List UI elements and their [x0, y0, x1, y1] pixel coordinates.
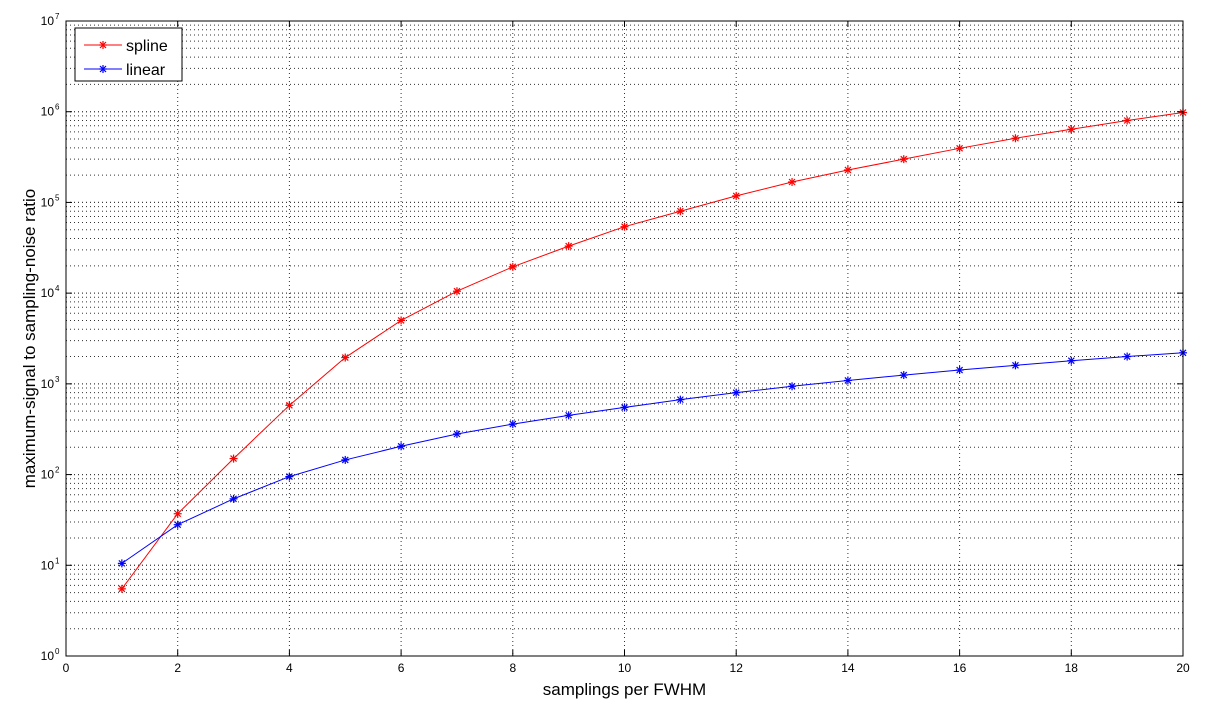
y-tick-label-exponent: 1: [55, 556, 60, 565]
data-point-spline: [508, 262, 517, 271]
y-tick-label: 10 1: [41, 556, 60, 572]
data-point-linear: [899, 371, 908, 380]
data-point-linear: [732, 388, 741, 397]
legend-label: spline: [126, 38, 168, 55]
y-tick-label-exponent: 4: [55, 284, 60, 293]
x-tick-label: 4: [286, 661, 293, 675]
y-tick-label-exponent: 0: [55, 647, 60, 656]
data-point-linear: [229, 494, 238, 503]
data-point-linear: [955, 366, 964, 375]
data-point-spline: [1067, 125, 1076, 134]
y-tick-label: 10 5: [41, 193, 60, 209]
x-tick-label: 14: [841, 661, 855, 675]
y-tick-label-exponent: 5: [55, 193, 60, 202]
data-point-linear: [788, 382, 797, 391]
data-point-linear: [564, 411, 573, 420]
data-point-spline: [1011, 134, 1020, 143]
data-point-spline: [229, 454, 238, 463]
data-point-spline: [117, 584, 126, 593]
plot-area: [66, 21, 1183, 656]
x-tick-label: 2: [174, 661, 181, 675]
legend-label: linear: [126, 62, 166, 79]
legend-item-linear: linear: [84, 62, 166, 79]
y-tick-label: 10 4: [41, 284, 60, 300]
legend: spline linear: [74, 27, 183, 82]
data-point-linear: [1123, 352, 1132, 361]
data-point-linear: [1067, 356, 1076, 365]
y-tick-label-base: 10: [41, 195, 55, 209]
x-tick-label: 8: [509, 661, 516, 675]
data-point-linear: [508, 420, 517, 429]
data-point-linear: [341, 455, 350, 464]
x-tick-label: 20: [1176, 661, 1190, 675]
y-tick-label-base: 10: [41, 649, 55, 663]
x-tick-labels: 0 2 4 6 8 10 12 14 16 18 20: [63, 661, 1190, 675]
data-point-linear: [843, 376, 852, 385]
data-point-spline: [732, 191, 741, 200]
x-tick-label: 6: [398, 661, 405, 675]
data-point-linear: [1011, 361, 1020, 370]
data-point-spline: [341, 353, 350, 362]
x-axis-label: samplings per FWHM: [543, 680, 706, 699]
y-tick-label-exponent: 2: [55, 466, 60, 475]
ticks: [65, 20, 1184, 657]
y-tick-label: 10 6: [41, 103, 60, 119]
y-tick-label-exponent: 7: [55, 12, 60, 21]
data-point-linear: [285, 472, 294, 481]
data-point-spline: [899, 155, 908, 164]
series-line-linear: [121, 352, 1184, 564]
x-tick-label: 0: [63, 661, 70, 675]
y-tick-label: 10 7: [41, 12, 60, 28]
series-linear: [117, 348, 1187, 568]
x-tick-label: 16: [953, 661, 967, 675]
data-point-linear: [397, 442, 406, 451]
data-point-spline: [955, 144, 964, 153]
y-tick-label: 10 0: [41, 647, 60, 663]
y-tick-label-base: 10: [41, 468, 55, 482]
y-tick-label-base: 10: [41, 105, 55, 119]
data-point-spline: [564, 242, 573, 251]
data-point-spline: [788, 177, 797, 186]
data-point-linear: [117, 559, 126, 568]
y-tick-label-exponent: 6: [55, 103, 60, 112]
data-point-spline: [285, 401, 294, 410]
y-axis-label: maximum-signal to sampling-noise ratio: [20, 189, 39, 489]
data-point-spline: [173, 509, 182, 518]
data-point-spline: [452, 287, 461, 296]
y-tick-label-base: 10: [41, 377, 55, 391]
data-point-spline: [620, 222, 629, 231]
x-tick-label: 18: [1065, 661, 1079, 675]
data-point-linear: [173, 520, 182, 529]
data-point-spline: [843, 165, 852, 174]
y-tick-label-base: 10: [41, 558, 55, 572]
legend-item-spline: spline: [84, 38, 168, 55]
data-point-linear: [676, 395, 685, 404]
y-tick-label: 10 3: [41, 375, 60, 391]
series-layer: [117, 108, 1187, 593]
x-tick-label: 12: [730, 661, 744, 675]
y-tick-label-base: 10: [41, 286, 55, 300]
data-point-linear: [452, 430, 461, 439]
legend-box: [74, 27, 183, 82]
data-point-linear: [620, 403, 629, 412]
legend-marker: [99, 41, 107, 49]
x-tick-label: 10: [618, 661, 632, 675]
data-point-spline: [1123, 116, 1132, 125]
legend-marker: [99, 65, 107, 73]
data-point-spline: [397, 316, 406, 325]
y-tick-label-base: 10: [41, 14, 55, 28]
data-point-spline: [676, 207, 685, 216]
y-tick-label: 10 2: [41, 466, 60, 482]
legend-items: spline linear: [84, 38, 168, 79]
y-tick-label-exponent: 3: [55, 375, 60, 384]
series-line-spline: [121, 112, 1184, 590]
